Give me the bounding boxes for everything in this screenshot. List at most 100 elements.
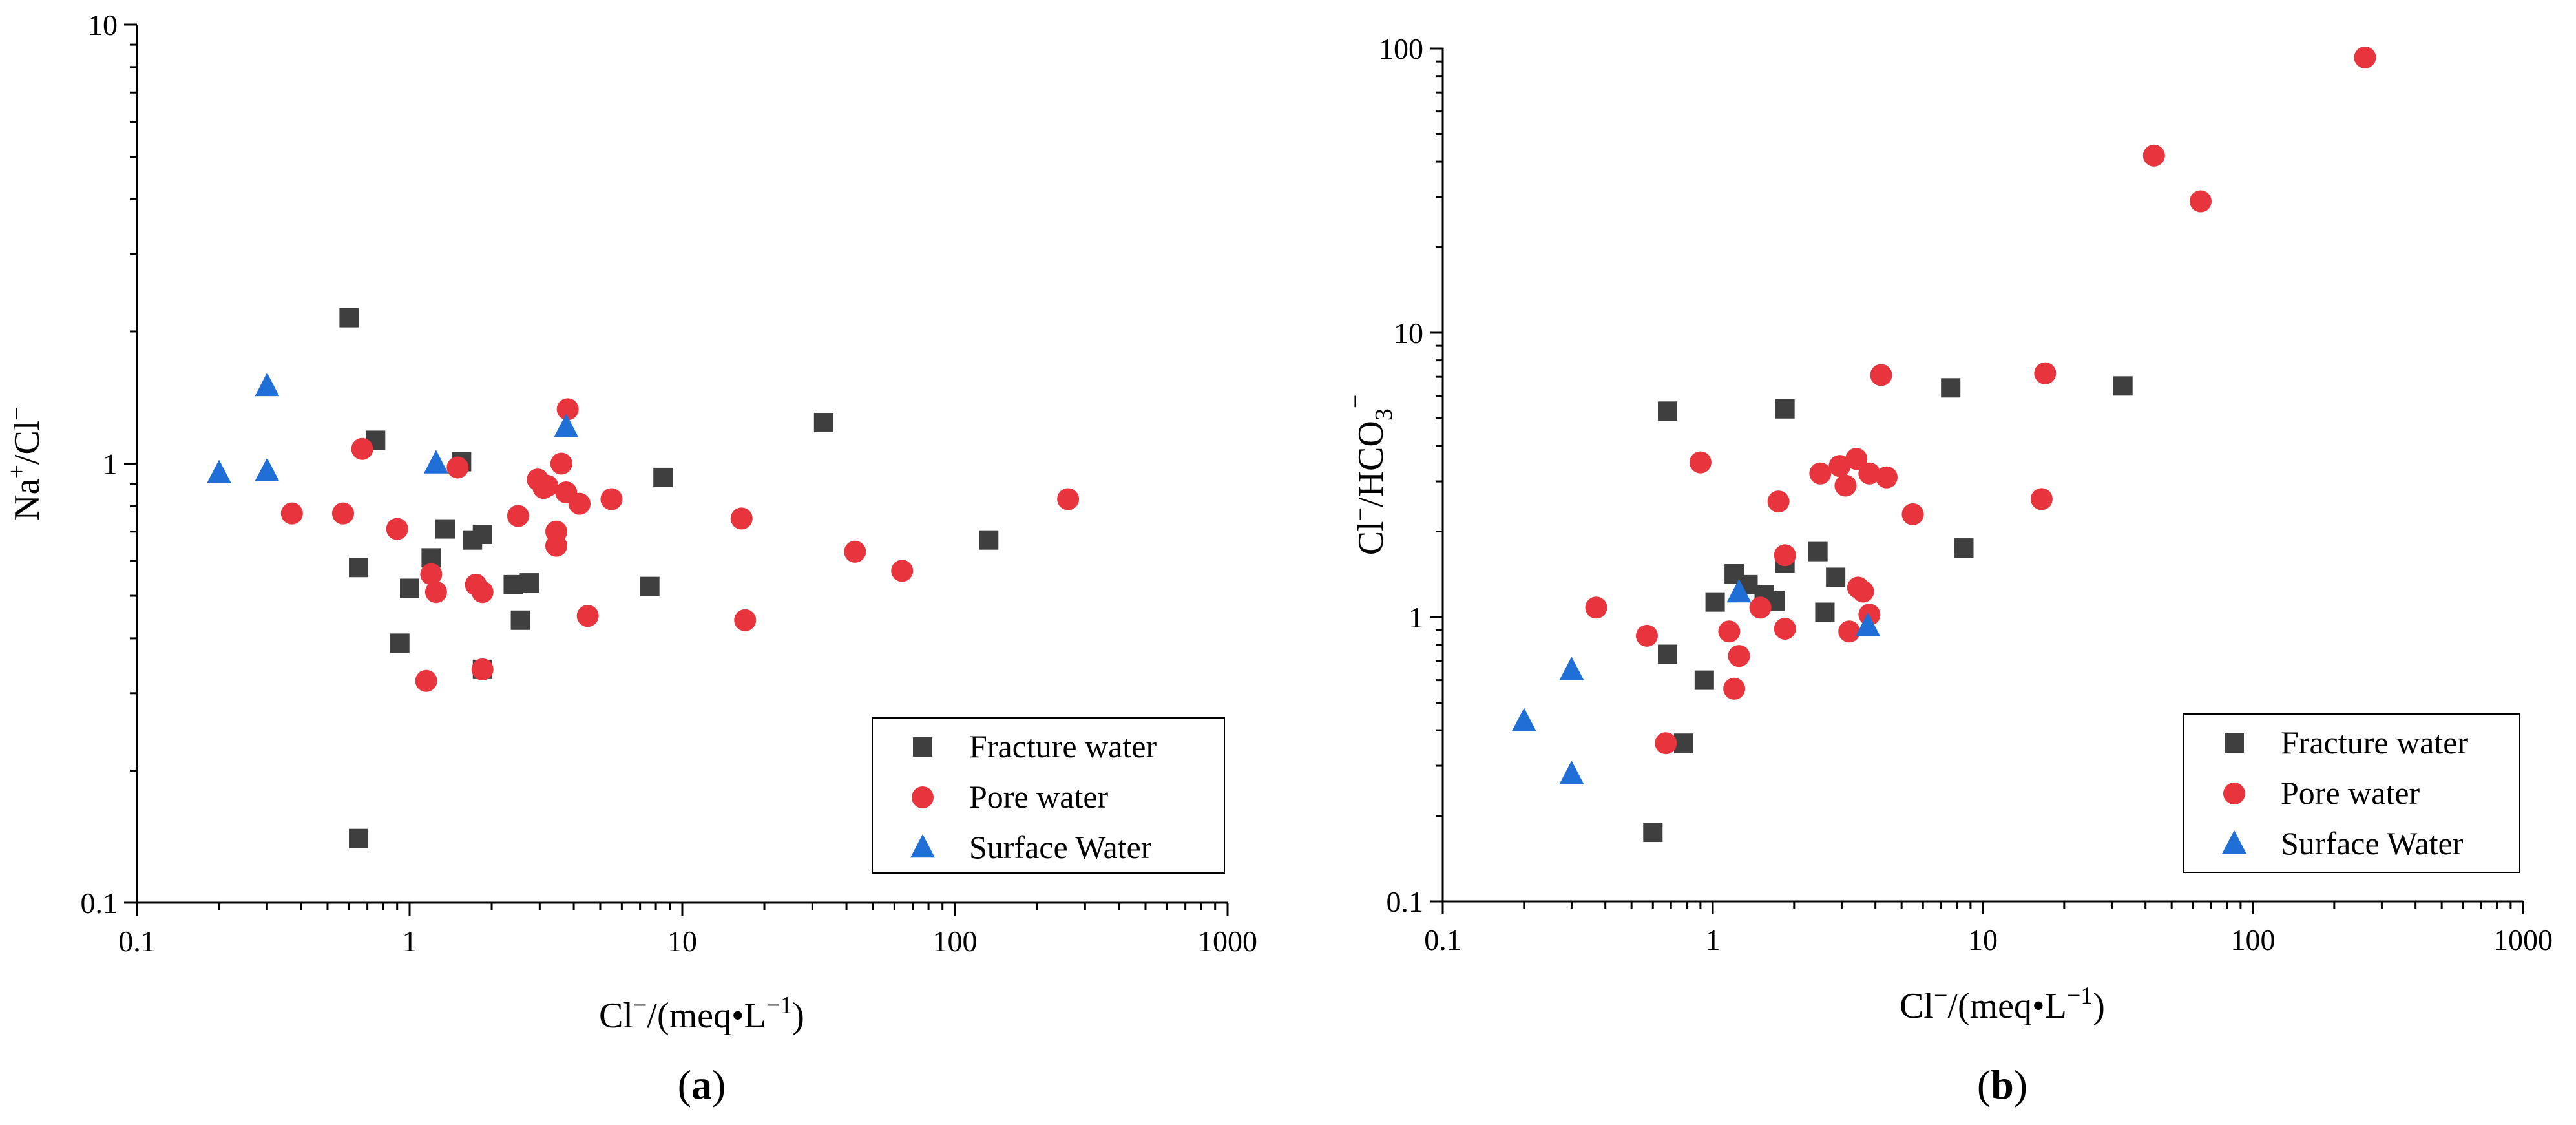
data-point-circle — [1870, 364, 1892, 386]
legend-marker-square — [2225, 733, 2244, 753]
data-point-circle — [1728, 645, 1750, 668]
y-label-text: Na — [7, 478, 47, 520]
y-label-sup: − — [1342, 395, 1369, 408]
data-point-triangle — [1726, 578, 1752, 603]
y-axis-label: Cl−/HCO3− — [1342, 395, 1398, 556]
data-point-square — [1826, 567, 1846, 587]
data-point-circle — [420, 563, 443, 585]
data-point-square — [1673, 733, 1693, 753]
data-point-circle — [1718, 620, 1741, 643]
x-label-text: ) — [792, 996, 804, 1036]
data-point-circle — [2034, 362, 2057, 384]
x-tick-label: 100 — [2231, 923, 2276, 956]
data-point-triangle — [1855, 612, 1880, 636]
y-label-text: /HCO — [1351, 421, 1391, 507]
series-pore-water — [1585, 46, 2376, 755]
series-fracture-water — [339, 308, 999, 848]
data-point-triangle — [1559, 657, 1584, 680]
panel-label: (a) — [678, 1062, 726, 1108]
data-point-square — [1815, 602, 1835, 622]
data-point-circle — [1749, 596, 1772, 619]
data-point-triangle — [423, 450, 448, 474]
data-point-circle — [351, 437, 373, 460]
data-point-square — [1705, 592, 1725, 612]
y-tick-label: 10 — [1394, 317, 1423, 350]
data-point-circle — [891, 560, 914, 582]
data-point-triangle — [255, 372, 280, 397]
data-point-square — [1941, 378, 1961, 398]
x-label-text: ) — [2093, 986, 2105, 1026]
y-label-text: Cl — [1351, 521, 1391, 555]
data-point-circle — [415, 669, 437, 692]
x-label-text: Cl — [599, 996, 633, 1036]
x-label-sup: −1 — [2067, 982, 2093, 1009]
x-axis-label: Cl−/(meq•L−1) — [599, 992, 804, 1036]
data-point-circle — [556, 398, 579, 421]
data-point-circle — [507, 505, 529, 527]
data-point-circle — [1845, 448, 1868, 470]
data-point-circle — [734, 609, 757, 631]
data-point-square — [339, 308, 359, 328]
data-point-circle — [545, 534, 567, 557]
x-tick-label: 10 — [1968, 923, 1998, 956]
data-point-square — [640, 576, 660, 596]
data-point-circle — [1774, 544, 1796, 567]
x-tick-label: 1 — [403, 925, 417, 958]
data-point-square — [1657, 401, 1677, 421]
data-point-triangle — [1511, 708, 1536, 731]
series-surface-water — [1511, 578, 1880, 784]
data-point-circle — [1809, 462, 1832, 485]
data-point-circle — [2030, 488, 2053, 510]
data-point-square — [472, 525, 492, 545]
data-point-circle — [1838, 620, 1861, 643]
data-point-circle — [536, 474, 559, 497]
series-pore-water — [280, 398, 1080, 692]
data-point-square — [510, 610, 530, 630]
x-tick-label: 1000 — [1198, 925, 1257, 958]
y-label-sup: − — [3, 406, 30, 420]
legend-marker-circle — [2223, 783, 2245, 804]
data-point-square — [653, 467, 673, 487]
data-point-circle — [1057, 488, 1080, 510]
data-point-circle — [1767, 490, 1790, 513]
data-point-circle — [1834, 474, 1857, 497]
chart-a: 0.1 1 10 100 10000.1110Cl−/(meq•L−1)Na+/Cl−(… — [3, 8, 1257, 1108]
x-label-sup: − — [633, 992, 647, 1019]
data-point-circle — [471, 658, 494, 680]
legend-marker-triangle — [910, 834, 935, 858]
data-point-circle — [2142, 144, 2165, 167]
data-point-circle — [1828, 455, 1851, 478]
data-point-circle — [1858, 462, 1881, 485]
data-point-circle — [1875, 466, 1898, 489]
legend-entry-label: Pore water — [2281, 775, 2420, 811]
data-point-circle — [576, 605, 599, 627]
y-label-sub: 3 — [1370, 408, 1398, 421]
data-point-circle — [1655, 732, 1677, 755]
y-tick-label: 10 — [88, 8, 118, 41]
x-tick-label: 100 — [933, 925, 978, 958]
y-axis-label: Na+/Cl− — [3, 406, 47, 521]
legend: Fracture water Pore water Surface Water — [872, 717, 1225, 874]
data-point-triangle — [207, 459, 232, 483]
panel-label-paren: ( — [1977, 1062, 1991, 1108]
data-point-square — [1954, 538, 1974, 558]
legend-entry-label: Fracture water — [969, 728, 1157, 764]
legend-marker-circle — [912, 786, 934, 808]
data-point-circle — [1689, 451, 1712, 474]
legend-entry-label: Pore water — [969, 779, 1109, 815]
data-point-circle — [424, 581, 447, 604]
data-point-circle — [569, 492, 591, 515]
data-point-square — [813, 413, 833, 433]
data-point-circle — [1635, 624, 1658, 647]
data-point-square — [2113, 376, 2133, 396]
data-point-circle — [844, 540, 866, 563]
data-point-square — [390, 633, 410, 653]
y-tick-label: 0.1 — [1387, 885, 1424, 918]
data-point-square — [349, 828, 369, 848]
x-tick-label: 0.1 — [118, 925, 156, 958]
data-point-circle — [730, 507, 753, 530]
y-tick-label: 1 — [103, 448, 118, 481]
x-tick-label: 1000 — [2493, 923, 2553, 956]
x-label-sup: − — [1934, 982, 1947, 1009]
